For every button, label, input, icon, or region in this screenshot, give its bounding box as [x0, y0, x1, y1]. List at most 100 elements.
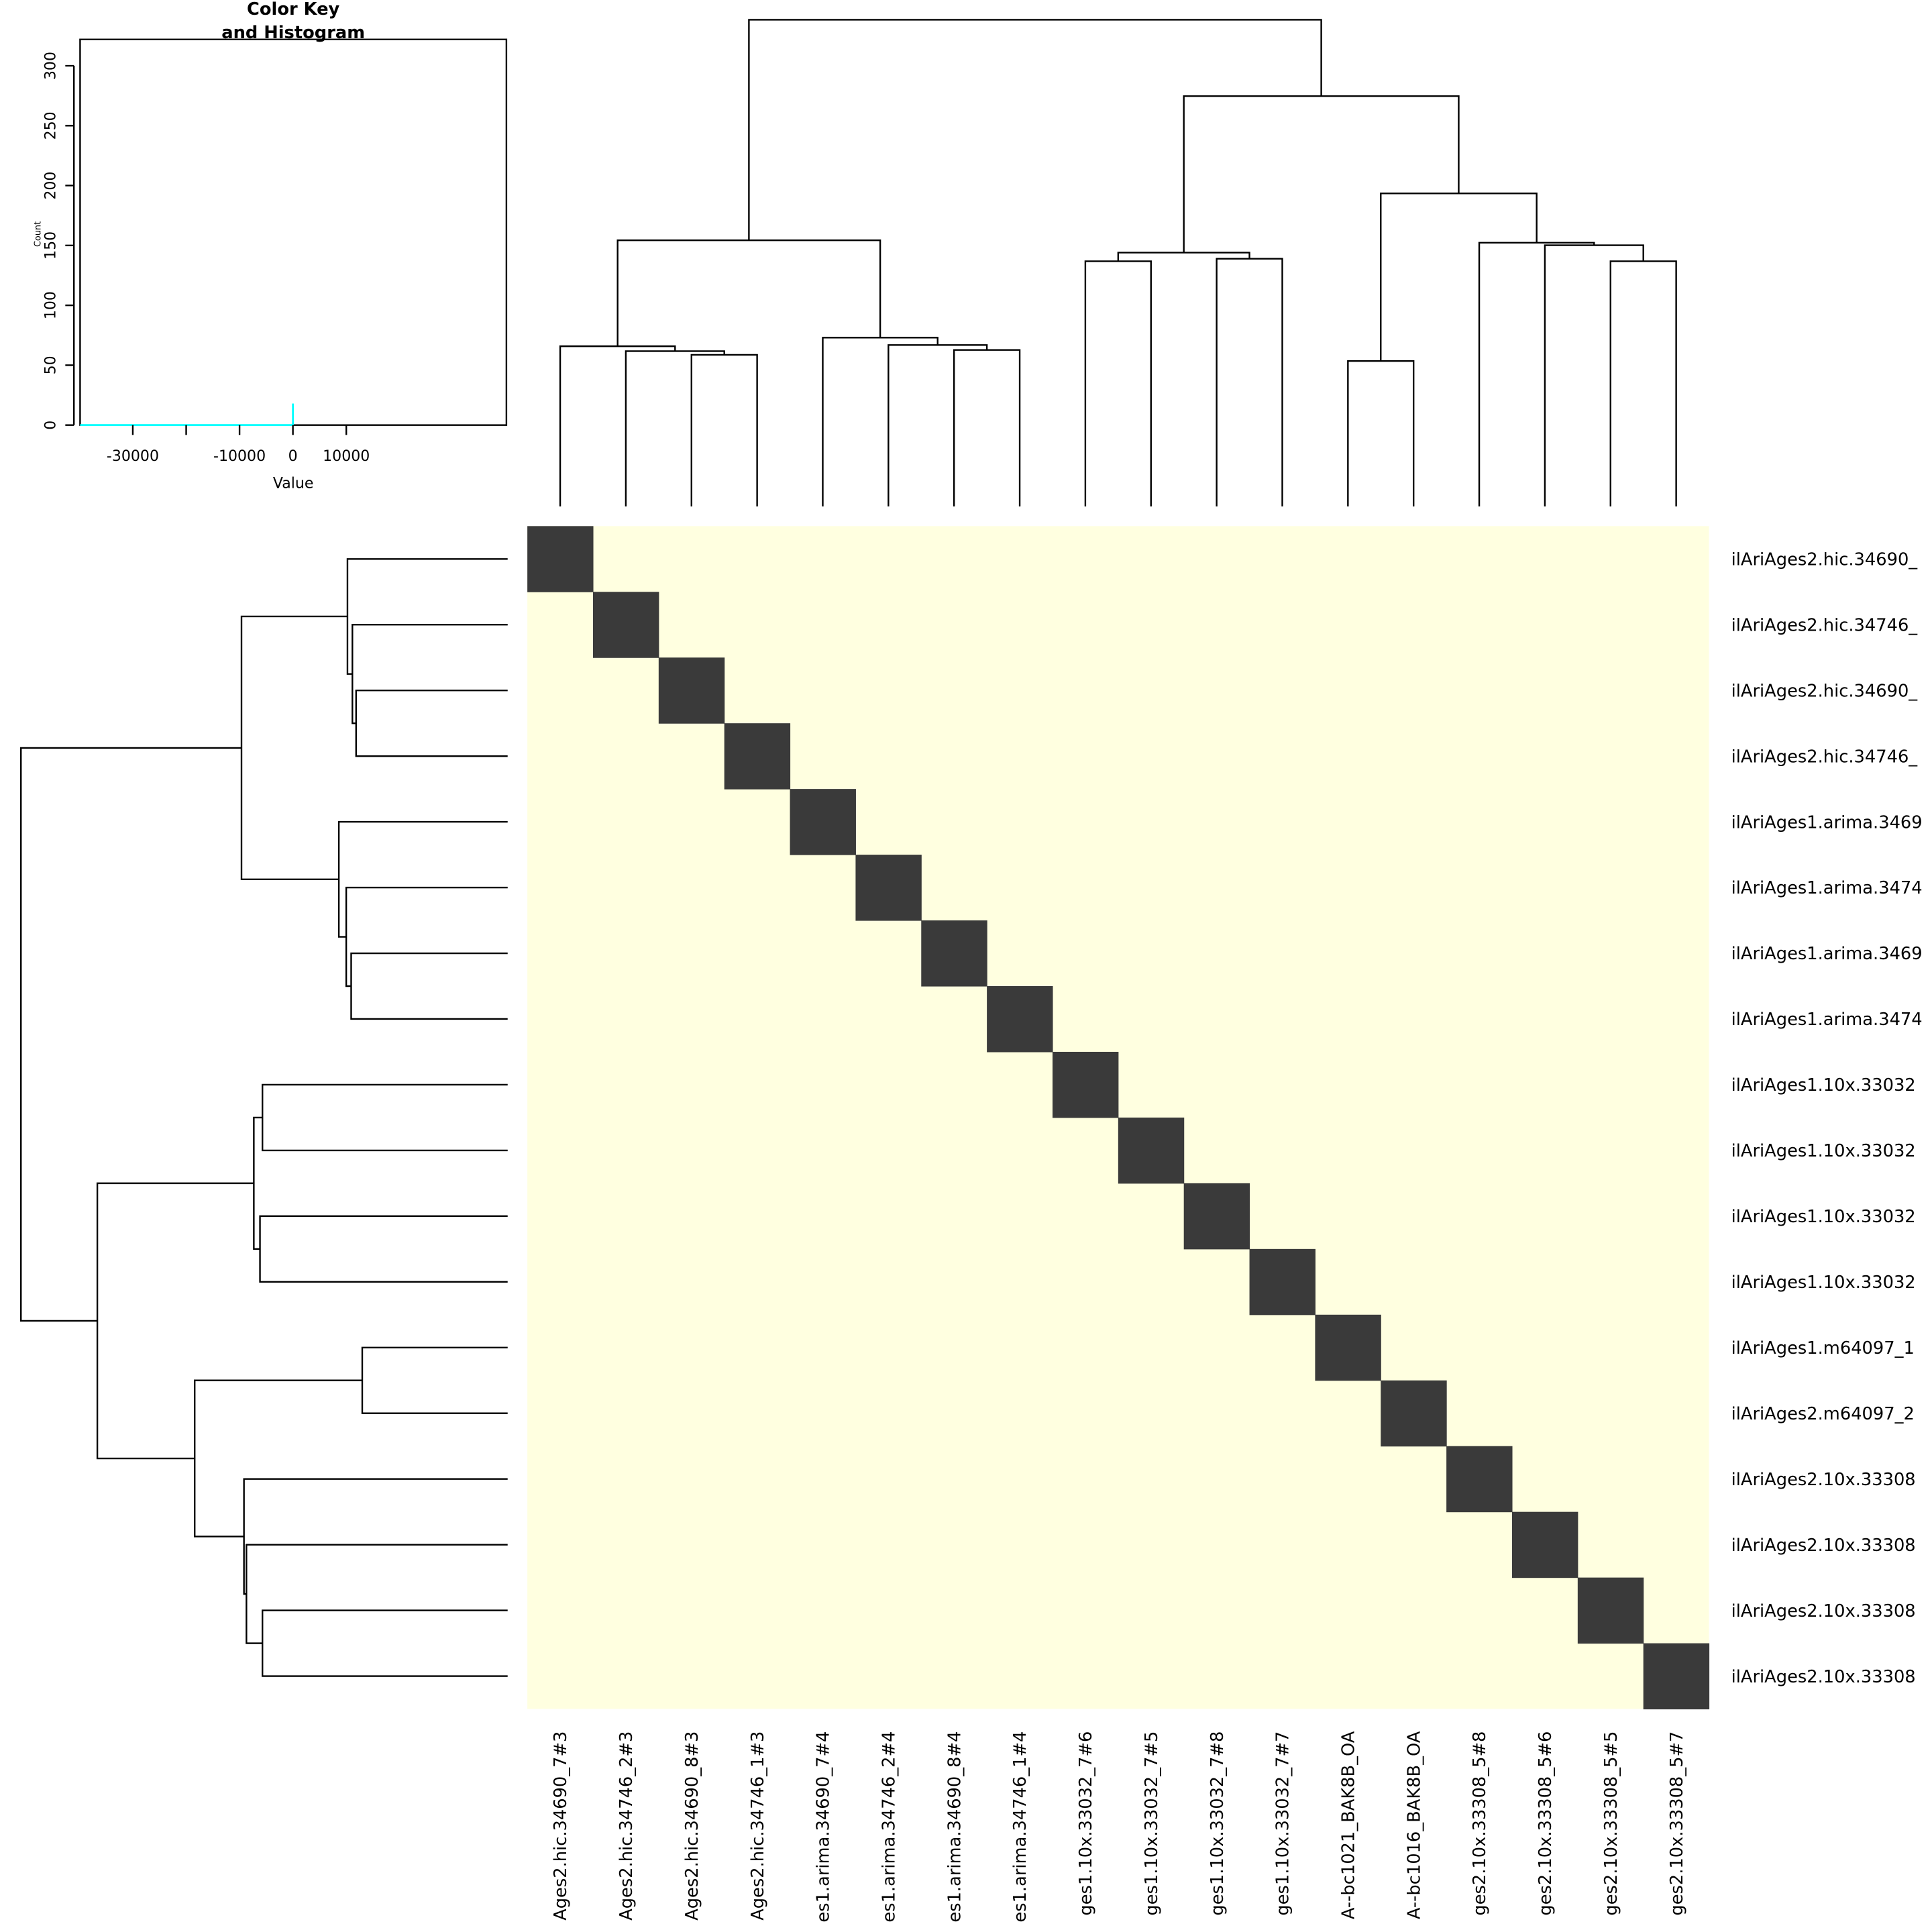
dendrogram-branch	[337, 820, 508, 938]
dendrogram-branch	[888, 344, 988, 506]
row-label: ilAriAges2.10x.33308	[1731, 1601, 1916, 1621]
dendrogram-branch	[194, 1379, 362, 1538]
column-label: A--bc1016_BAK8B_OA	[1404, 1731, 1424, 1919]
heatmap-cell-diagonal	[855, 855, 922, 921]
row-label: ilAriAges1.10x.33032	[1731, 1273, 1916, 1293]
dendrogram-branch	[1380, 193, 1538, 362]
column-label: ges1.10x.33032_7#6	[1076, 1731, 1096, 1916]
column-label: Ages2.hic.34690_7#3	[551, 1731, 571, 1921]
dendrogram-branch	[1347, 360, 1415, 506]
dendrogram-branch	[559, 345, 676, 506]
row-label: ilAriAges2.hic.34690_	[1731, 681, 1919, 701]
dendrogram-branch	[748, 19, 1322, 241]
heatmap-cell-diagonal	[658, 657, 725, 724]
row-label: ilAriAges2.hic.34746_	[1731, 615, 1919, 635]
row-label: ilAriAges1.arima.3469	[1731, 812, 1923, 833]
row-label: ilAriAges2.10x.33308	[1731, 1667, 1916, 1687]
x-tick-label: 0	[288, 448, 298, 465]
heatmap-cell-diagonal	[921, 920, 987, 987]
dendrogram-branch	[690, 354, 758, 506]
heatmap-cell-diagonal	[527, 526, 594, 592]
row-label: ilAriAges1.arima.3474	[1731, 878, 1923, 898]
heatmap-cell-diagonal	[1249, 1248, 1316, 1316]
y-tick-label: 250	[43, 111, 60, 140]
heatmap-cells	[527, 526, 1710, 1710]
column-label: es1.arima.34746_1#4	[1010, 1731, 1030, 1923]
dendrogram-branch	[345, 886, 508, 987]
column-label: Ages2.hic.34746_1#3	[748, 1731, 768, 1921]
column-label: A--bc1021_BAK8B_OA	[1339, 1731, 1359, 1919]
heatmap-cell-diagonal	[1315, 1314, 1381, 1381]
column-label: ges2.10x.33308_5#7	[1667, 1731, 1687, 1916]
color-key-ylabel: Count	[34, 221, 44, 247]
dendrogram-branch	[350, 952, 508, 1020]
dendrogram-branch	[953, 349, 1021, 506]
x-tick-label: -10000	[213, 448, 266, 465]
column-label: ges1.10x.33032_7#8	[1208, 1731, 1228, 1916]
x-tick-label: -30000	[107, 448, 159, 465]
heatmap-cell-diagonal	[1052, 1051, 1119, 1118]
heatmap-cell-diagonal	[987, 986, 1053, 1053]
dendrogram-branch	[355, 689, 508, 757]
dendrogram-branch	[1478, 241, 1595, 506]
column-label: Ages2.hic.34746_2#3	[616, 1731, 637, 1921]
heatmap-cell-diagonal	[1446, 1446, 1513, 1513]
column-label: es1.arima.34746_2#4	[879, 1731, 900, 1923]
dendrogram-branch	[1544, 244, 1644, 506]
dendrogram-branch	[352, 624, 508, 724]
dendrogram-branch	[1216, 258, 1283, 506]
dendrogram-branch	[822, 337, 938, 506]
dendrogram-branch	[259, 1215, 508, 1283]
heatmap-cell-diagonal	[790, 789, 856, 855]
column-label: ges2.10x.33308_5#6	[1536, 1731, 1556, 1916]
row-label: ilAriAges1.m64097_1	[1731, 1338, 1915, 1358]
dendrogram-branch	[361, 1346, 508, 1414]
dendrogram-branch	[1084, 260, 1152, 506]
column-label: ges2.10x.33308_5#8	[1470, 1731, 1490, 1916]
column-label: es1.arima.34690_7#4	[814, 1731, 834, 1923]
row-label: ilAriAges2.m64097_2	[1731, 1404, 1915, 1424]
dendrogram-branch	[616, 239, 881, 347]
dendrogram-branch	[262, 1609, 508, 1677]
heatmap-cell-diagonal	[1118, 1117, 1185, 1184]
row-label: ilAriAges2.10x.33308	[1731, 1536, 1916, 1556]
dendrogram-branch	[346, 558, 508, 675]
column-label: ges1.10x.33032_7#7	[1273, 1731, 1293, 1916]
dendrogram-branch	[96, 1182, 254, 1460]
dendrogram-branch	[625, 350, 725, 506]
heatmap-cell-diagonal	[1183, 1183, 1250, 1250]
color-key: Color Key and Histogram Value Count -300…	[34, 0, 508, 492]
heatmap-cell-diagonal	[1511, 1511, 1578, 1578]
y-tick-label: 150	[43, 231, 60, 260]
heatmap-cell-diagonal	[724, 723, 791, 790]
column-label: ges2.10x.33308_5#5	[1601, 1731, 1621, 1916]
heatmap-cell-diagonal	[1381, 1380, 1447, 1447]
dendrogram-branch	[253, 1116, 263, 1250]
column-dendrogram	[559, 19, 1677, 506]
y-tick-label: 100	[43, 291, 60, 319]
dendrogram-branch	[1117, 252, 1250, 262]
row-label: ilAriAges1.10x.33032	[1731, 1141, 1916, 1161]
dendrogram-branch	[1183, 95, 1460, 253]
row-label: ilAriAges1.arima.3469	[1731, 944, 1923, 964]
row-label: ilAriAges2.10x.33308	[1731, 1470, 1916, 1490]
dendrogram-branch	[243, 1478, 508, 1595]
row-label: ilAriAges1.10x.33032	[1731, 1075, 1916, 1095]
row-dendrogram	[20, 558, 508, 1677]
x-tick-label: 10000	[323, 448, 370, 465]
column-label: es1.arima.34690_8#4	[945, 1731, 965, 1923]
color-key-frame	[79, 38, 508, 426]
column-label: Ages2.hic.34690_8#3	[682, 1731, 702, 1921]
dendrogram-branch	[20, 747, 241, 1322]
heatmap-cell-diagonal	[592, 592, 659, 658]
column-label: ges1.10x.33032_7#5	[1142, 1731, 1162, 1916]
row-label: ilAriAges2.hic.34690_	[1731, 549, 1919, 570]
dendrogram-branch	[1609, 260, 1677, 506]
y-tick-label: 200	[43, 172, 60, 200]
dendrogram-branch	[240, 615, 347, 881]
dendrogram-branch	[246, 1544, 508, 1644]
row-labels: ilAriAges2.hic.34690_ ilAriAges2.hic.3474…	[1731, 549, 1923, 1686]
y-tick-label: 300	[43, 52, 60, 80]
y-tick-label: 0	[43, 421, 60, 430]
